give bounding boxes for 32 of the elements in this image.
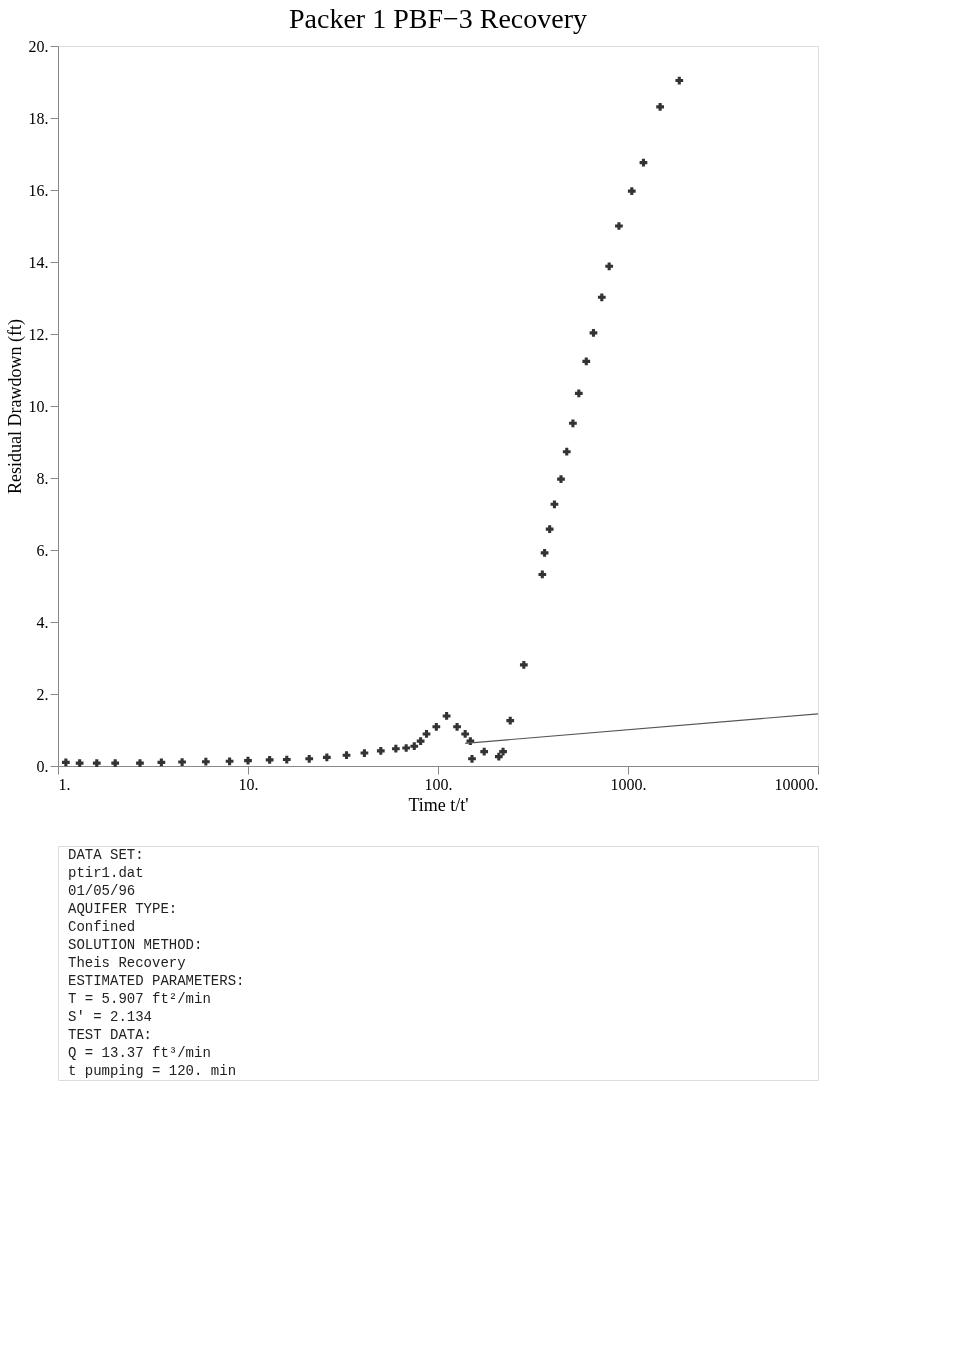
y-tick-label: 20. (28, 37, 49, 55)
x-tick-label: 1000. (610, 775, 647, 793)
y-tick-label: 8. (36, 469, 49, 487)
x-axis-title: Time t/t' (408, 794, 469, 815)
text: ESTIMATED PARAMETERS: (68, 973, 245, 989)
y-axis-title: Residual Drawdown (ft) (4, 319, 26, 494)
text: Q = 13.37 ft³/min (68, 1045, 211, 1061)
y-tick-label: 18. (28, 109, 49, 127)
text: Confined (68, 919, 136, 935)
text: AQUIFER TYPE: (68, 901, 178, 917)
x-tick-label: 1. (58, 775, 71, 793)
text: SOLUTION METHOD: (68, 937, 203, 953)
chart-title: Packer 1 PBF−3 Recovery (288, 3, 588, 34)
text: t pumping = 120. min (68, 1063, 237, 1079)
y-tick-label: 16. (28, 181, 49, 199)
y-tick-label: 4. (36, 613, 49, 631)
text: Theis Recovery (68, 955, 186, 971)
y-tick-label: 0. (36, 757, 49, 775)
x-tick-label: 10000. (774, 775, 819, 793)
text: T = 5.907 ft²/min (68, 991, 211, 1007)
text: S' = 2.134 (68, 1009, 153, 1025)
text: TEST DATA: (68, 1027, 153, 1043)
text: 01/05/96 (68, 883, 136, 899)
x-tick-label: 10. (238, 775, 259, 793)
y-tick-label: 6. (36, 541, 49, 559)
x-tick-label: 100. (424, 775, 453, 793)
text: DATA SET: (68, 847, 144, 863)
y-tick-label: 14. (28, 253, 49, 271)
y-tick-label: 2. (36, 685, 49, 703)
y-tick-label: 12. (28, 325, 49, 343)
text: ptir1.dat (68, 865, 144, 881)
y-tick-label: 10. (28, 397, 49, 415)
